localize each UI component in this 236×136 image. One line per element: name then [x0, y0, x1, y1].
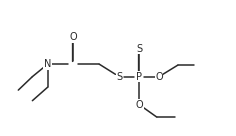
- Text: O: O: [155, 72, 163, 82]
- Text: O: O: [70, 32, 77, 42]
- Text: S: S: [116, 72, 122, 82]
- Text: P: P: [136, 72, 142, 82]
- Text: N: N: [44, 59, 51, 69]
- Text: S: S: [136, 44, 142, 54]
- Text: O: O: [135, 100, 143, 109]
